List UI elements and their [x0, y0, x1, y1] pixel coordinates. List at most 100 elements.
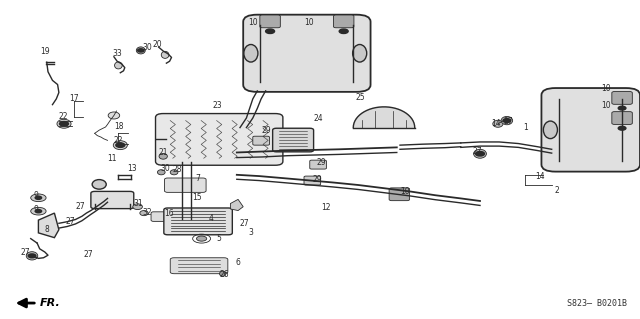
Circle shape	[35, 196, 42, 199]
FancyBboxPatch shape	[260, 15, 280, 28]
Text: 27: 27	[83, 250, 93, 259]
Ellipse shape	[244, 45, 258, 62]
Text: 25: 25	[355, 93, 365, 102]
Text: 27: 27	[240, 219, 250, 228]
Text: 10: 10	[304, 19, 314, 27]
Circle shape	[28, 254, 36, 258]
FancyBboxPatch shape	[310, 160, 326, 169]
Circle shape	[266, 29, 275, 33]
Text: 33: 33	[112, 49, 122, 58]
Circle shape	[339, 29, 348, 33]
Ellipse shape	[140, 211, 148, 216]
Text: 13: 13	[127, 164, 136, 173]
Ellipse shape	[397, 188, 409, 196]
Ellipse shape	[108, 112, 120, 119]
Circle shape	[35, 210, 42, 213]
Circle shape	[138, 49, 144, 52]
Text: 22: 22	[59, 112, 68, 121]
Text: 27: 27	[20, 248, 30, 257]
Text: 22: 22	[114, 136, 124, 145]
Text: 5: 5	[216, 234, 221, 243]
Ellipse shape	[170, 170, 178, 175]
Ellipse shape	[113, 141, 127, 150]
Circle shape	[618, 126, 626, 130]
FancyBboxPatch shape	[253, 136, 269, 145]
Text: 18: 18	[114, 122, 124, 131]
Ellipse shape	[474, 149, 486, 158]
FancyBboxPatch shape	[164, 208, 232, 235]
Circle shape	[399, 190, 407, 194]
Text: 10: 10	[602, 101, 611, 110]
FancyBboxPatch shape	[612, 112, 632, 124]
Text: 10: 10	[602, 84, 611, 93]
Text: 9: 9	[34, 205, 39, 214]
FancyBboxPatch shape	[91, 191, 134, 209]
Text: 27: 27	[76, 202, 85, 211]
FancyBboxPatch shape	[304, 176, 321, 185]
Circle shape	[116, 143, 125, 147]
Ellipse shape	[133, 204, 143, 210]
Ellipse shape	[57, 119, 71, 128]
Text: 26: 26	[220, 270, 229, 279]
Text: 14: 14	[534, 172, 545, 181]
Text: 30: 30	[143, 43, 152, 52]
Text: 29: 29	[261, 126, 271, 135]
Ellipse shape	[543, 121, 557, 138]
FancyBboxPatch shape	[273, 128, 314, 152]
Ellipse shape	[501, 116, 513, 125]
Ellipse shape	[136, 47, 145, 54]
Text: 20: 20	[152, 40, 162, 49]
Ellipse shape	[493, 120, 503, 127]
Text: 11: 11	[108, 154, 117, 163]
Ellipse shape	[159, 153, 168, 159]
Circle shape	[618, 106, 626, 110]
Ellipse shape	[220, 271, 226, 276]
Text: 21: 21	[159, 148, 168, 157]
Polygon shape	[353, 107, 415, 128]
Circle shape	[476, 152, 484, 156]
FancyBboxPatch shape	[164, 178, 206, 192]
Text: 10: 10	[248, 19, 258, 27]
Ellipse shape	[26, 252, 38, 260]
Text: FR.: FR.	[40, 298, 60, 308]
FancyBboxPatch shape	[243, 15, 371, 92]
Text: 17: 17	[69, 94, 79, 103]
FancyBboxPatch shape	[612, 92, 632, 104]
Text: 19: 19	[40, 47, 50, 56]
Circle shape	[196, 236, 207, 241]
Polygon shape	[38, 213, 59, 238]
Circle shape	[31, 207, 46, 215]
FancyBboxPatch shape	[151, 212, 172, 221]
Ellipse shape	[353, 45, 367, 62]
Ellipse shape	[157, 170, 165, 175]
Ellipse shape	[92, 180, 106, 189]
Text: 23: 23	[212, 101, 223, 110]
FancyBboxPatch shape	[156, 114, 283, 165]
FancyBboxPatch shape	[541, 88, 640, 172]
Text: 28: 28	[173, 165, 182, 174]
Ellipse shape	[115, 62, 122, 69]
Text: 8: 8	[45, 225, 49, 234]
Text: 7: 7	[195, 174, 200, 182]
Text: 4: 4	[209, 214, 214, 223]
Text: 16: 16	[164, 209, 174, 218]
Circle shape	[60, 122, 68, 126]
Text: 1: 1	[524, 123, 528, 132]
Circle shape	[31, 194, 46, 202]
Circle shape	[503, 119, 511, 122]
Text: 32: 32	[142, 208, 152, 217]
Text: 12: 12	[322, 203, 331, 212]
FancyBboxPatch shape	[389, 188, 410, 201]
Text: 15: 15	[192, 193, 202, 202]
Text: 14: 14	[492, 119, 501, 128]
Ellipse shape	[161, 51, 169, 58]
Text: 29: 29	[317, 158, 326, 167]
Text: 31: 31	[133, 199, 143, 208]
FancyBboxPatch shape	[170, 258, 228, 274]
Text: 30: 30	[160, 164, 170, 173]
Text: 2: 2	[554, 186, 559, 195]
Text: 24: 24	[314, 114, 323, 122]
Text: 9: 9	[34, 191, 39, 200]
FancyBboxPatch shape	[333, 15, 354, 28]
Polygon shape	[230, 199, 243, 211]
